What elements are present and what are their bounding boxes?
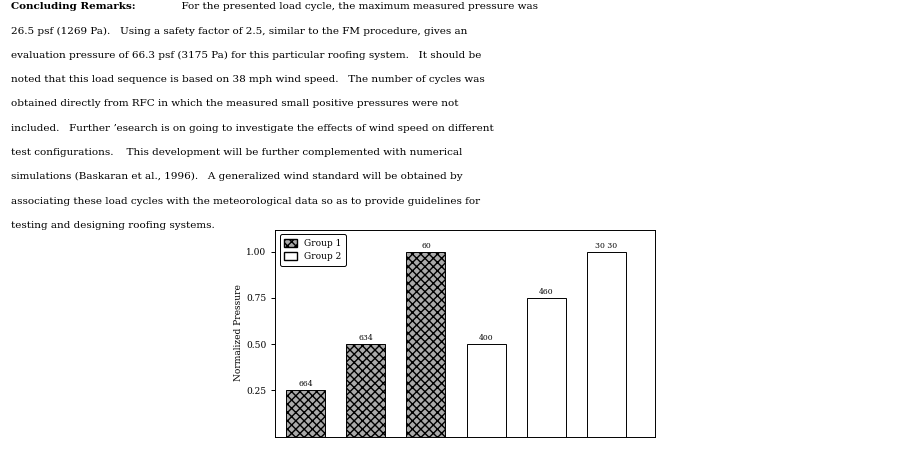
Text: 460: 460 xyxy=(538,288,553,296)
Text: testing and designing roofing systems.: testing and designing roofing systems. xyxy=(11,221,215,230)
Bar xyxy=(286,390,325,436)
Text: 664: 664 xyxy=(298,380,312,388)
Bar xyxy=(406,252,445,436)
Text: For the presented load cycle, the maximum measured pressure was: For the presented load cycle, the maximu… xyxy=(175,2,538,11)
Text: 400: 400 xyxy=(478,334,492,342)
Text: simulations (Baskaran et al., 1996).   A generalized wind standard will be obtai: simulations (Baskaran et al., 1996). A g… xyxy=(11,172,462,181)
Bar xyxy=(466,344,505,436)
Text: test configurations.    This development will be further complemented with numer: test configurations. This development wi… xyxy=(11,148,462,157)
Text: 26.5 psf (1269 Pa).   Using a safety factor of 2.5, similar to the FM procedure,: 26.5 psf (1269 Pa). Using a safety facto… xyxy=(11,27,466,36)
Bar xyxy=(526,298,566,436)
Text: 634: 634 xyxy=(358,334,373,342)
Text: obtained directly from RFC in which the measured small positive pressures were n: obtained directly from RFC in which the … xyxy=(11,99,458,108)
Text: evaluation pressure of 66.3 psf (3175 Pa) for this particular roofing system.   : evaluation pressure of 66.3 psf (3175 Pa… xyxy=(11,51,481,60)
Text: 60: 60 xyxy=(420,242,430,250)
Text: Concluding Remarks:: Concluding Remarks: xyxy=(11,2,135,11)
Text: included.   Further ʼesearch is on going to investigate the effects of wind spee: included. Further ʼesearch is on going t… xyxy=(11,124,493,133)
Legend: Group 1, Group 2: Group 1, Group 2 xyxy=(280,234,345,266)
Bar xyxy=(345,344,385,436)
Bar xyxy=(586,252,625,436)
Text: 30 30: 30 30 xyxy=(594,242,617,250)
Text: noted that this load sequence is based on 38 mph wind speed.   The number of cyc: noted that this load sequence is based o… xyxy=(11,75,484,84)
Text: associating these load cycles with the meteorological data so as to provide guid: associating these load cycles with the m… xyxy=(11,197,480,206)
Y-axis label: Normalized Pressure: Normalized Pressure xyxy=(235,284,244,382)
